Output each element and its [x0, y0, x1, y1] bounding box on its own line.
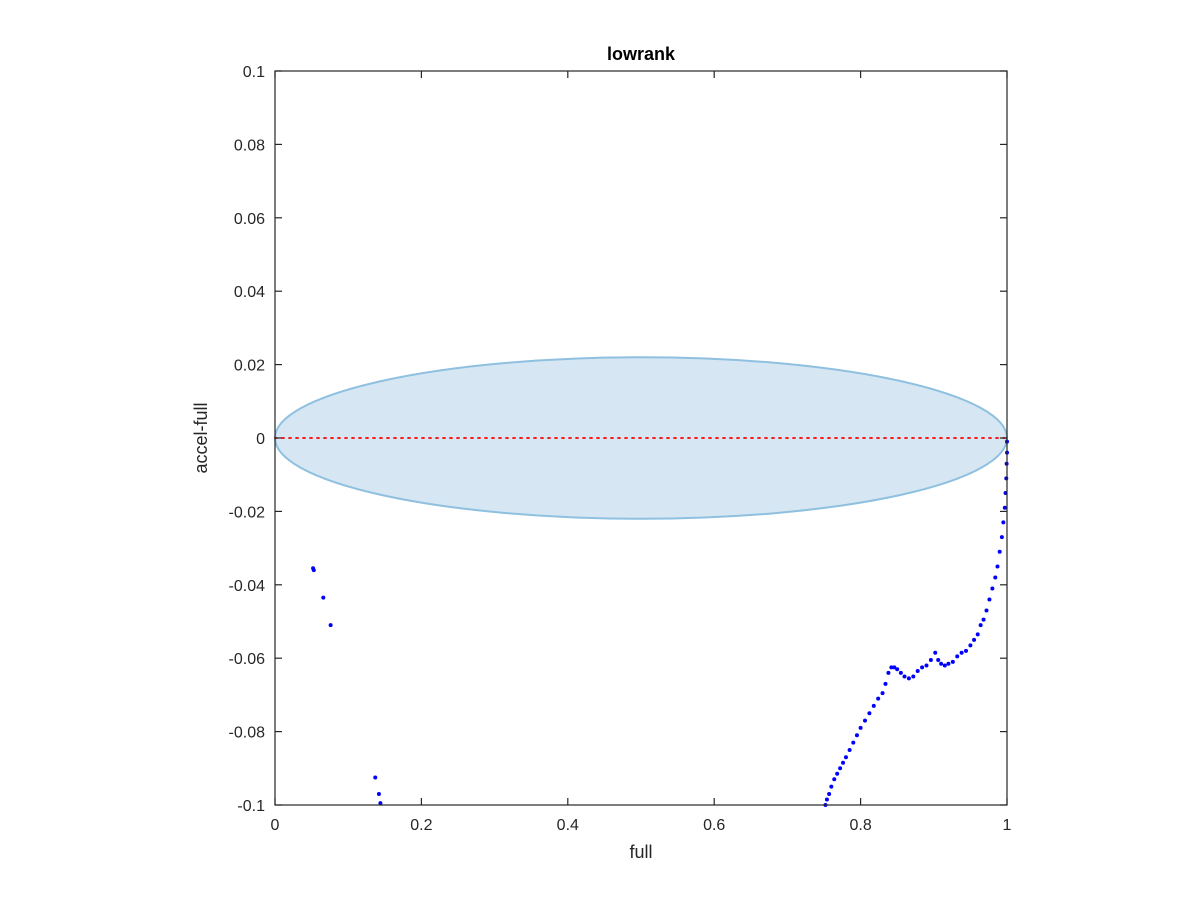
data-point-0-4: [373, 775, 378, 780]
x-tick-label-5: 1: [1003, 817, 1012, 834]
data-point-0-6: [378, 801, 383, 806]
data-point-0-17: [851, 740, 856, 745]
y-tick-label-8: 0.06: [234, 211, 265, 228]
data-point-0-41: [942, 663, 947, 668]
data-point-0-37: [928, 658, 933, 663]
data-point-0-46: [964, 648, 969, 653]
data-point-0-18: [854, 733, 859, 738]
x-tick-label-4: 0.8: [849, 817, 871, 834]
data-point-0-53: [987, 597, 992, 602]
y-tick-label-3: -0.04: [229, 578, 266, 595]
data-point-0-10: [829, 784, 834, 789]
data-point-0-14: [841, 760, 846, 765]
y-tick-label-7: 0.04: [234, 284, 265, 301]
data-point-0-19: [858, 725, 863, 730]
data-point-0-30: [898, 670, 903, 675]
chart-title: lowrank: [607, 44, 676, 64]
data-point-0-39: [936, 658, 941, 663]
data-point-0-1: [311, 568, 316, 573]
y-tick-label-9: 0.08: [234, 137, 265, 154]
data-point-0-48: [972, 637, 977, 642]
x-axis-label: full: [629, 842, 652, 862]
data-point-0-3: [328, 623, 333, 628]
data-point-0-60: [1002, 505, 1007, 510]
data-point-0-38: [933, 650, 938, 655]
data-point-0-25: [883, 681, 888, 686]
y-tick-label-4: -0.02: [229, 504, 266, 521]
y-tick-label-0: -0.1: [237, 798, 265, 815]
data-point-0-42: [946, 661, 951, 666]
data-point-0-43: [950, 659, 955, 664]
data-point-0-11: [832, 777, 837, 782]
data-point-0-2: [321, 595, 326, 600]
data-point-0-54: [990, 586, 995, 591]
data-point-0-26: [886, 670, 891, 675]
data-point-0-13: [838, 766, 843, 771]
data-point-0-28: [892, 665, 897, 670]
x-tick-label-3: 0.6: [703, 817, 725, 834]
data-point-0-5: [376, 791, 381, 796]
data-point-0-27: [889, 665, 894, 670]
data-point-0-62: [1004, 476, 1009, 481]
axis-ticks: 0 0.2 0.4 0.6 0.8 1 -0.1 -0.08 -0.06 -0.04 -0.02 0 0…: [229, 64, 1012, 834]
data-point-0-31: [902, 674, 907, 679]
data-point-0-58: [999, 535, 1004, 540]
data-point-0-12: [835, 771, 840, 776]
data-point-0-29: [895, 667, 900, 672]
data-point-0-22: [871, 703, 876, 708]
x-tick-label-2: 0.4: [557, 817, 579, 834]
data-point-0-40: [939, 661, 944, 666]
data-point-0-35: [920, 665, 925, 670]
y-axis-label: accel-full: [191, 402, 211, 473]
data-point-0-23: [876, 696, 881, 701]
data-point-0-50: [978, 623, 983, 628]
data-point-0-49: [975, 632, 980, 637]
y-tick-label-5: 0: [256, 431, 265, 448]
data-point-0-44: [955, 654, 960, 659]
data-point-0-52: [984, 608, 989, 613]
data-point-0-55: [993, 575, 998, 580]
data-point-0-9: [827, 791, 832, 796]
data-point-0-21: [867, 711, 872, 716]
y-tick-label-6: 0.02: [234, 358, 265, 375]
data-point-0-36: [924, 663, 929, 668]
data-point-0-32: [906, 676, 911, 681]
data-point-0-34: [915, 669, 920, 674]
data-point-0-24: [880, 691, 885, 696]
y-tick-label-10: 0.1: [243, 64, 265, 81]
data-point-0-20: [862, 718, 867, 723]
data-point-0-16: [847, 747, 852, 752]
data-point-0-33: [911, 674, 916, 679]
data-point-0-45: [959, 650, 964, 655]
y-tick-label-1: -0.08: [229, 725, 266, 742]
data-point-0-59: [1001, 520, 1006, 525]
data-point-0-51: [981, 617, 986, 622]
data-point-0-57: [997, 549, 1002, 554]
data-point-0-56: [995, 564, 1000, 569]
data-point-0-8: [824, 797, 829, 802]
x-tick-label-1: 0.2: [410, 817, 432, 834]
y-tick-label-2: -0.06: [229, 651, 266, 668]
data-point-0-47: [968, 643, 973, 648]
data-point-0-15: [843, 755, 848, 760]
x-tick-label-0: 0: [271, 817, 280, 834]
